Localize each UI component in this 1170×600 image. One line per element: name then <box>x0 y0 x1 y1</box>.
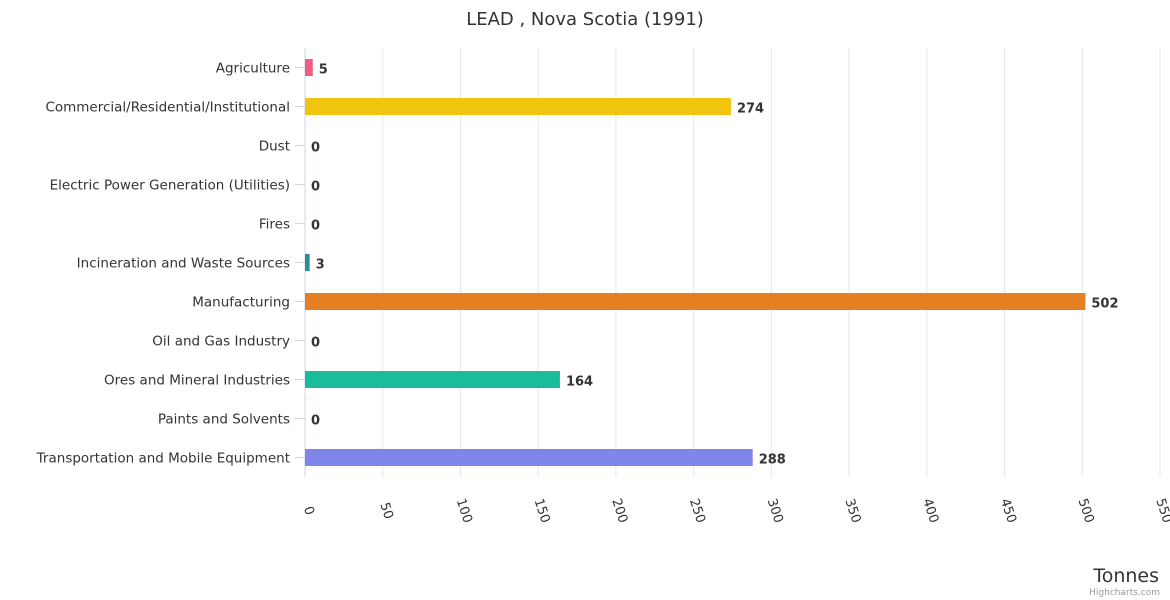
category-label: Transportation and Mobile Equipment <box>36 451 290 467</box>
category-label: Oil and Gas Industry <box>152 334 290 350</box>
category-label: Ores and Mineral Industries <box>104 373 290 389</box>
bar[interactable] <box>305 254 310 271</box>
bar[interactable] <box>305 293 1086 310</box>
chart-title: LEAD , Nova Scotia (1991) <box>466 9 704 30</box>
data-label: 0 <box>311 141 320 156</box>
tick-label: 350 <box>841 497 863 525</box>
data-label: 288 <box>759 453 786 468</box>
tick-label: 450 <box>997 497 1019 525</box>
category-axis: Agriculture Commercial/Residential/Instit… <box>36 48 306 477</box>
bar[interactable] <box>305 98 731 115</box>
data-label: 0 <box>311 180 320 195</box>
category-label: Paints and Solvents <box>158 412 290 428</box>
gridlines <box>382 48 1161 477</box>
category-label: Agriculture <box>216 61 290 77</box>
tick-label: 550 <box>1152 497 1170 525</box>
tick-label: 400 <box>919 497 941 525</box>
category-label: Electric Power Generation (Utilities) <box>50 178 290 194</box>
tick-label: 100 <box>453 497 475 525</box>
data-label: 502 <box>1091 297 1118 312</box>
tick-label: 200 <box>608 497 630 525</box>
category-label: Commercial/Residential/Institutional <box>45 100 290 116</box>
data-label: 274 <box>737 102 764 117</box>
value-axis-ticks: 0 50 100 150 200 250 300 350 400 450 500 550 <box>300 497 1170 525</box>
credits-link[interactable]: Highcharts.com <box>1089 588 1160 598</box>
data-label: 0 <box>311 414 320 429</box>
value-axis-title: Tonnes <box>1092 565 1159 587</box>
data-label: 0 <box>311 219 320 234</box>
category-label: Dust <box>259 139 290 155</box>
tick-label: 0 <box>300 505 317 518</box>
bars <box>305 59 1086 466</box>
tick-label: 150 <box>531 497 553 525</box>
tick-label: 250 <box>686 497 708 525</box>
category-label: Manufacturing <box>192 295 290 311</box>
data-label: 164 <box>566 375 593 390</box>
bar[interactable] <box>305 371 560 388</box>
bar[interactable] <box>305 59 313 76</box>
category-label: Incineration and Waste Sources <box>77 256 290 272</box>
data-label: 0 <box>311 336 320 351</box>
bar[interactable] <box>305 449 753 466</box>
data-labels: 5 274 0 0 0 3 502 0 164 0 288 <box>311 63 1119 468</box>
tick-label: 500 <box>1075 497 1097 525</box>
tick-label: 300 <box>764 497 786 525</box>
data-label: 3 <box>316 258 325 273</box>
data-label: 5 <box>319 63 328 78</box>
tick-label: 50 <box>376 501 395 521</box>
category-label: Fires <box>259 217 290 233</box>
